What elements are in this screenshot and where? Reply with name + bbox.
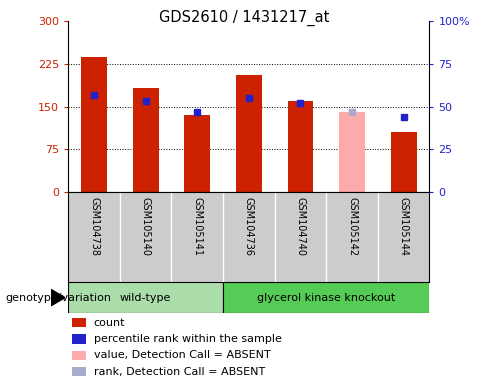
- Text: GSM104736: GSM104736: [244, 197, 254, 255]
- Text: GSM104740: GSM104740: [295, 197, 305, 255]
- Text: GSM105140: GSM105140: [141, 197, 151, 255]
- Bar: [72, 334, 86, 344]
- Bar: [223, 282, 429, 313]
- Bar: [133, 88, 159, 192]
- Bar: [72, 367, 86, 376]
- Text: count: count: [94, 318, 125, 328]
- Bar: [72, 351, 86, 360]
- Text: value, Detection Call = ABSENT: value, Detection Call = ABSENT: [94, 350, 270, 360]
- Text: wild-type: wild-type: [120, 293, 171, 303]
- Text: GSM105144: GSM105144: [399, 197, 408, 255]
- Bar: [68, 282, 223, 313]
- Bar: [339, 112, 365, 192]
- Bar: [287, 101, 313, 192]
- Text: GSM104738: GSM104738: [89, 197, 99, 255]
- Text: genotype/variation: genotype/variation: [5, 293, 111, 303]
- Text: rank, Detection Call = ABSENT: rank, Detection Call = ABSENT: [94, 367, 265, 377]
- Bar: [236, 75, 262, 192]
- Bar: [81, 57, 107, 192]
- Text: GDS2610 / 1431217_at: GDS2610 / 1431217_at: [159, 10, 329, 26]
- Bar: [72, 318, 86, 327]
- Polygon shape: [51, 290, 65, 306]
- Text: GSM105142: GSM105142: [347, 197, 357, 256]
- Text: glycerol kinase knockout: glycerol kinase knockout: [257, 293, 395, 303]
- Bar: [184, 115, 210, 192]
- Text: percentile rank within the sample: percentile rank within the sample: [94, 334, 282, 344]
- Bar: [391, 132, 417, 192]
- Text: GSM105141: GSM105141: [192, 197, 203, 255]
